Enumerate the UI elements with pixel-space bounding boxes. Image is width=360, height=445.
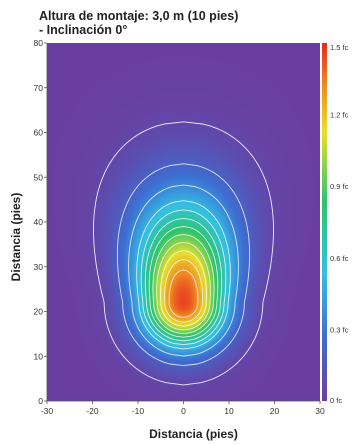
contour-line	[156, 241, 211, 331]
y-tick-label: 20	[34, 307, 44, 317]
y-tick-label: 50	[34, 172, 44, 182]
y-tick-label: 30	[34, 262, 44, 272]
colorbar-tick-label: 0 fc	[330, 396, 342, 405]
contour-line	[128, 184, 239, 357]
axes: -30 -20 -10 0 10 20 30 0 10 20 30 40 50 60 70 80 Distanc…	[9, 38, 325, 441]
x-tick-label: -30	[41, 406, 54, 416]
x-tick-label: 30	[315, 406, 325, 416]
contour-line	[148, 226, 219, 338]
x-tick-label: 10	[224, 406, 234, 416]
colorbar-tick-label: 0.3 fc	[330, 325, 349, 334]
y-tick-label: 40	[34, 217, 44, 227]
y-tick-label: 60	[34, 128, 44, 138]
heatmap-field	[47, 43, 320, 401]
x-tick-label: -20	[86, 406, 99, 416]
x-axis-label: Distancia (pies)	[149, 427, 238, 441]
colorbar-tick-label: 1.2 fc	[330, 111, 349, 120]
colorbar: 0 fc 0.3 fc 0.6 fc 0.9 fc 1.2 fc 1.5 fc	[322, 43, 349, 405]
chart-title-line-2: - Inclinación 0°	[39, 23, 128, 37]
contour-line	[164, 259, 203, 323]
contour-line	[116, 163, 251, 367]
y-tick-label: 0	[38, 396, 43, 406]
colorbar-tick-label: 0.9 fc	[330, 182, 349, 191]
contour-line	[144, 217, 223, 342]
contour-line	[136, 200, 231, 350]
colorbar-tick-label: 0.6 fc	[330, 254, 349, 263]
y-tick-label: 80	[34, 38, 44, 48]
y-tick-label: 70	[34, 83, 44, 93]
contour-lines	[93, 121, 274, 386]
colorbar-tick-label: 1.5 fc	[330, 43, 349, 52]
contour-line	[152, 234, 215, 335]
contour-line	[168, 269, 199, 318]
y-tick-label: 10	[34, 351, 44, 361]
contour-line	[160, 250, 207, 327]
x-tick-label: 0	[181, 406, 186, 416]
x-tick-label: 20	[270, 406, 280, 416]
colorbar-gradient	[322, 43, 327, 401]
x-tick-label: -10	[132, 406, 145, 416]
y-axis-label: Distancia (pies)	[9, 193, 23, 282]
contour-line	[93, 121, 274, 386]
heatmap-image	[47, 43, 320, 401]
chart-title-line-1: Altura de montaje: 3,0 m (10 pies)	[39, 9, 239, 23]
contour-line	[140, 209, 227, 346]
